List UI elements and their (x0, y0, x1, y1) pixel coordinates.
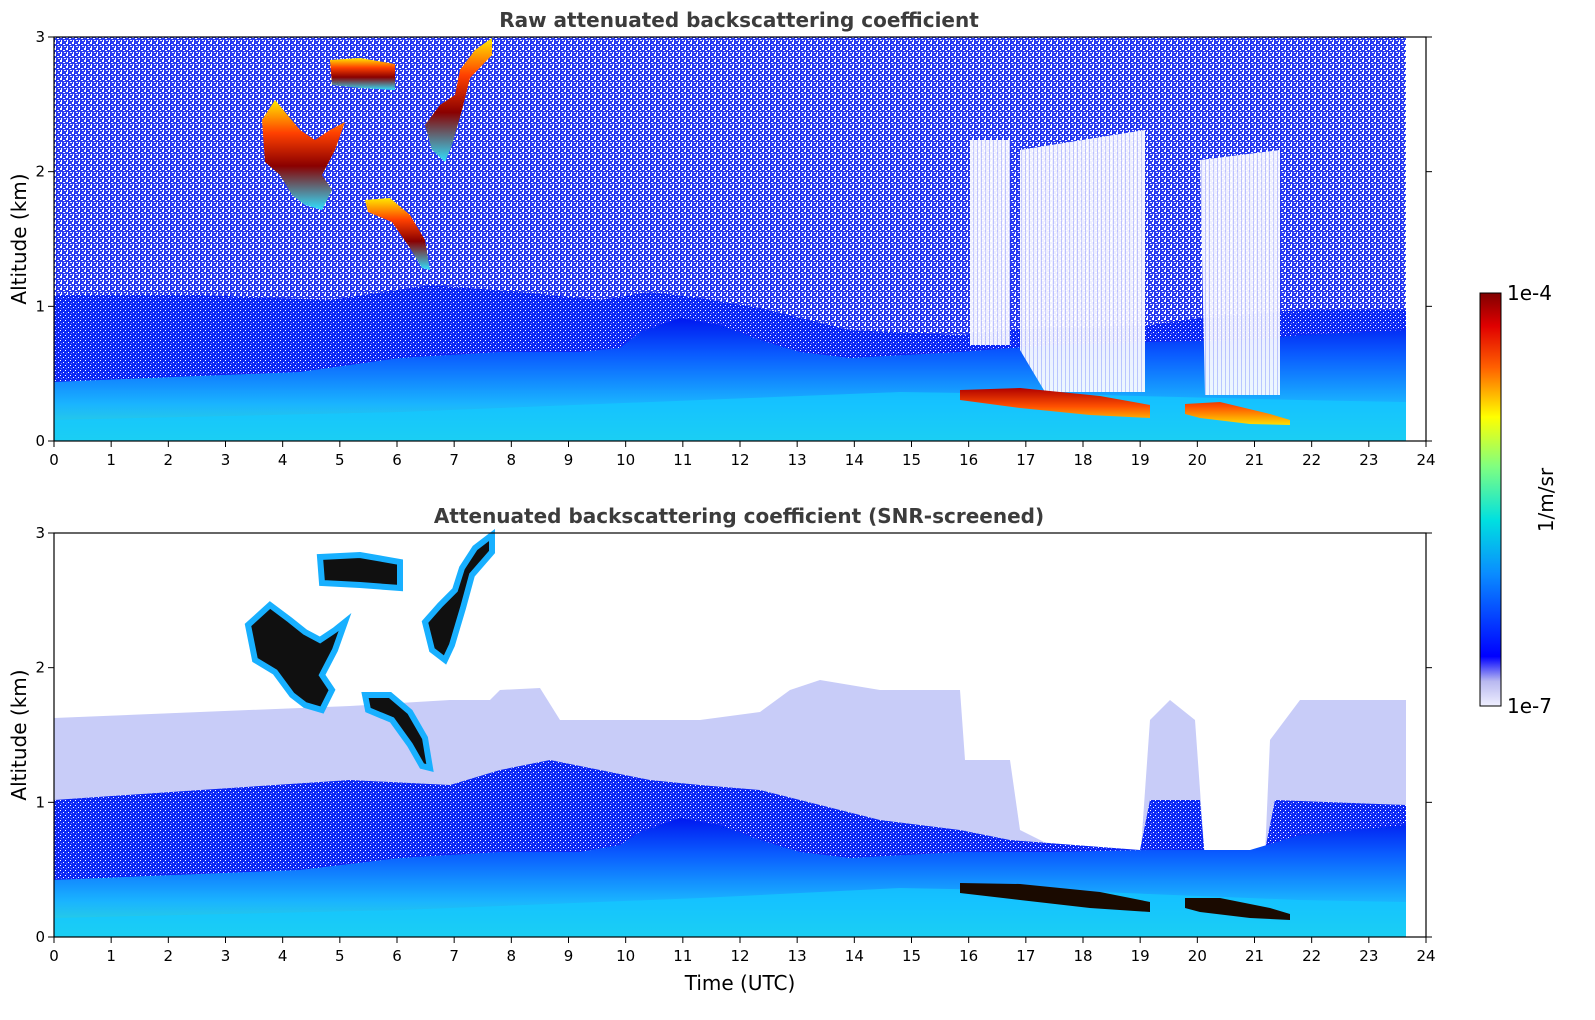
y-tick-label: 3 (35, 28, 45, 46)
x-tick-label: 20 (1188, 947, 1207, 965)
panel-snr-screened: Attenuated backscattering coefficient (S… (7, 504, 1436, 995)
cirrus-cloud (316, 551, 403, 592)
x-tick-label: 6 (392, 451, 402, 469)
x-tick-label: 2 (164, 947, 174, 965)
x-tick-label: 20 (1188, 451, 1207, 469)
cirrus-cloud (361, 692, 434, 773)
x-tick-label: 0 (49, 451, 59, 469)
x-tick-label: 17 (1016, 947, 1035, 965)
cirrus-cloud (421, 528, 495, 665)
x-tick-label: 12 (730, 947, 749, 965)
x-tick-label: 22 (1302, 947, 1321, 965)
clear-gap (970, 130, 1280, 395)
colorbar-max-label: 1e-4 (1507, 281, 1552, 305)
x-tick-label: 24 (1416, 947, 1435, 965)
colorbar: 1e-4 1e-7 1/m/sr (1479, 281, 1558, 718)
x-axis-ticks: 0 1 2 3 4 5 6 7 8 9 10 11 12 13 14 15 16 17 18 19 20 21 22 23 24 (49, 937, 1436, 965)
x-tick-label: 10 (616, 451, 635, 469)
x-tick-label: 7 (449, 451, 459, 469)
x-tick-label: 10 (616, 947, 635, 965)
panel-title: Raw attenuated backscattering coefficien… (499, 8, 979, 32)
x-tick-label: 14 (845, 451, 864, 469)
x-axis-label: Time (UTC) (684, 971, 796, 995)
x-tick-label: 9 (564, 451, 574, 469)
cirrus-cloud (365, 198, 430, 270)
cirrus-cloud (330, 58, 395, 90)
x-tick-label: 22 (1302, 451, 1321, 469)
x-tick-label: 23 (1359, 451, 1378, 469)
fog-layer (960, 388, 1290, 425)
y-axis-label: Altitude (km) (7, 669, 31, 800)
x-tick-label: 16 (959, 947, 978, 965)
x-tick-label: 21 (1245, 947, 1264, 965)
panel-title: Attenuated backscattering coefficient (S… (434, 504, 1044, 528)
x-tick-label: 18 (1073, 947, 1092, 965)
x-tick-label: 4 (278, 947, 288, 965)
colorbar-min-label: 1e-7 (1507, 694, 1552, 718)
x-tick-label: 1 (106, 947, 116, 965)
y-axis-label: Altitude (km) (7, 173, 31, 304)
x-tick-label: 15 (902, 947, 921, 965)
x-tick-label: 17 (1016, 451, 1035, 469)
x-tick-label: 4 (278, 451, 288, 469)
y-tick-label: 2 (35, 659, 45, 677)
y-tick-label: 0 (35, 432, 45, 450)
heatmap-image (54, 37, 1406, 441)
x-tick-label: 2 (164, 451, 174, 469)
x-tick-label: 15 (902, 451, 921, 469)
y-tick-label: 1 (35, 793, 45, 811)
x-tick-label: 23 (1359, 947, 1378, 965)
x-tick-label: 21 (1245, 451, 1264, 469)
x-tick-label: 13 (788, 451, 807, 469)
x-tick-label: 18 (1073, 451, 1092, 469)
x-tick-label: 5 (335, 947, 345, 965)
x-tick-label: 24 (1416, 451, 1435, 469)
x-tick-label: 3 (221, 451, 231, 469)
x-tick-label: 8 (507, 451, 517, 469)
x-tick-label: 7 (449, 947, 459, 965)
y-tick-label: 2 (35, 163, 45, 181)
x-tick-label: 3 (221, 947, 231, 965)
x-tick-label: 11 (673, 947, 692, 965)
y-axis-ticks: 0 1 2 3 (35, 28, 1432, 450)
x-tick-label: 0 (49, 947, 59, 965)
x-tick-label: 13 (788, 947, 807, 965)
x-tick-label: 8 (507, 947, 517, 965)
x-tick-label: 5 (335, 451, 345, 469)
x-tick-label: 11 (673, 451, 692, 469)
x-axis-ticks: 0 1 2 3 4 5 6 7 8 9 10 11 12 13 14 15 16 17 18 19 20 21 22 23 24 (49, 441, 1436, 469)
x-tick-label: 1 (106, 451, 116, 469)
x-tick-label: 12 (730, 451, 749, 469)
x-tick-label: 9 (564, 947, 574, 965)
heatmap-image (54, 528, 1406, 937)
x-tick-label: 19 (1131, 451, 1150, 469)
panel-raw: Raw attenuated backscattering coefficien… (7, 8, 1436, 469)
cirrus-cloud (244, 601, 352, 714)
y-axis-ticks: 0 1 2 3 (35, 524, 1432, 946)
x-tick-label: 16 (959, 451, 978, 469)
x-tick-label: 6 (392, 947, 402, 965)
colorbar-unit-label: 1/m/sr (1534, 467, 1558, 532)
x-tick-label: 14 (845, 947, 864, 965)
y-tick-label: 1 (35, 297, 45, 315)
colorbar-gradient (1479, 292, 1502, 707)
fog-layer (960, 883, 1290, 920)
y-tick-label: 0 (35, 928, 45, 946)
cirrus-cloud (262, 100, 345, 210)
cirrus-cloud (425, 38, 492, 162)
x-tick-label: 19 (1131, 947, 1150, 965)
y-tick-label: 3 (35, 524, 45, 542)
